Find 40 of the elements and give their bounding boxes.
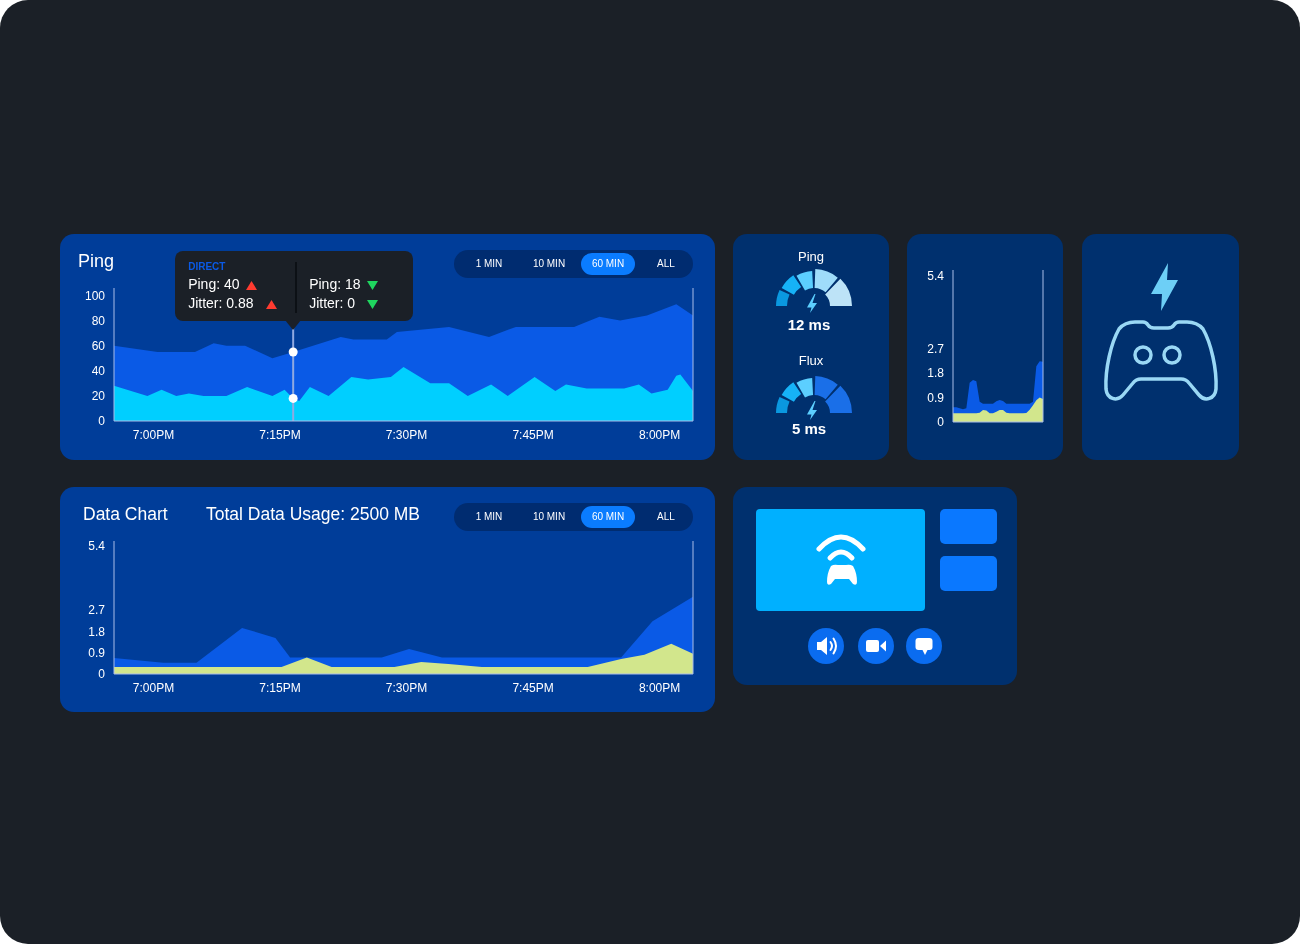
x-tick-label: 7:30PM bbox=[385, 680, 428, 695]
chart-title: Data Chart bbox=[83, 504, 168, 525]
x-tick-label: 7:45PM bbox=[512, 680, 554, 695]
text: 5 ms bbox=[790, 420, 828, 438]
y-tick-label: 0 bbox=[937, 415, 945, 430]
time-range-selector: 1 MIN 10 MIN 60 MIN ALL bbox=[454, 250, 693, 278]
y-tick-label: 0 bbox=[98, 414, 106, 429]
y-tick-label: 40 bbox=[91, 364, 106, 379]
y-tick-label: 20 bbox=[91, 389, 106, 404]
annotation: Ping: 18 bbox=[309, 276, 362, 292]
y-tick-label: 0 bbox=[98, 667, 106, 682]
y-tick-label: 5.4 bbox=[88, 539, 106, 554]
y-tick-label: 0.9 bbox=[927, 390, 945, 405]
y-tick-label: 60 bbox=[91, 338, 106, 353]
chart-subtitle: Total Data Usage: 2500 MB bbox=[206, 504, 421, 525]
x-tick-label: 7:15PM bbox=[259, 680, 301, 695]
chart-title: Ping bbox=[78, 251, 115, 272]
y-tick-label: 2.7 bbox=[88, 603, 106, 618]
x-tick-label: 7:30PM bbox=[385, 427, 428, 442]
y-tick-label: 80 bbox=[91, 313, 106, 328]
annotation: Jitter: 0.88 bbox=[188, 295, 255, 311]
text: Ping bbox=[797, 249, 825, 265]
x-tick-label: 7:00PM bbox=[132, 680, 175, 695]
y-tick-label: 1.8 bbox=[88, 624, 106, 639]
y-tick-label: 0.9 bbox=[88, 645, 106, 660]
y-tick-label: 2.7 bbox=[927, 341, 945, 356]
y-tick-label: 1.8 bbox=[927, 366, 945, 381]
text: DIRECT bbox=[188, 261, 226, 272]
annotation: Jitter: 0 bbox=[309, 295, 357, 311]
y-tick-label: 5.4 bbox=[927, 268, 945, 283]
x-tick-label: 7:15PM bbox=[259, 427, 301, 442]
y-tick-label: 100 bbox=[84, 288, 106, 303]
x-tick-label: 7:45PM bbox=[512, 427, 554, 442]
text: Flux bbox=[797, 353, 825, 369]
time-range-selector: 1 MIN 10 MIN 60 MIN ALL bbox=[454, 503, 693, 531]
annotation: Ping: 40 bbox=[188, 276, 241, 292]
x-tick-label: 7:00PM bbox=[132, 427, 175, 442]
text: 12 ms bbox=[786, 316, 832, 334]
x-tick-label: 8:00PM bbox=[638, 680, 681, 695]
x-tick-label: 8:00PM bbox=[638, 427, 681, 442]
